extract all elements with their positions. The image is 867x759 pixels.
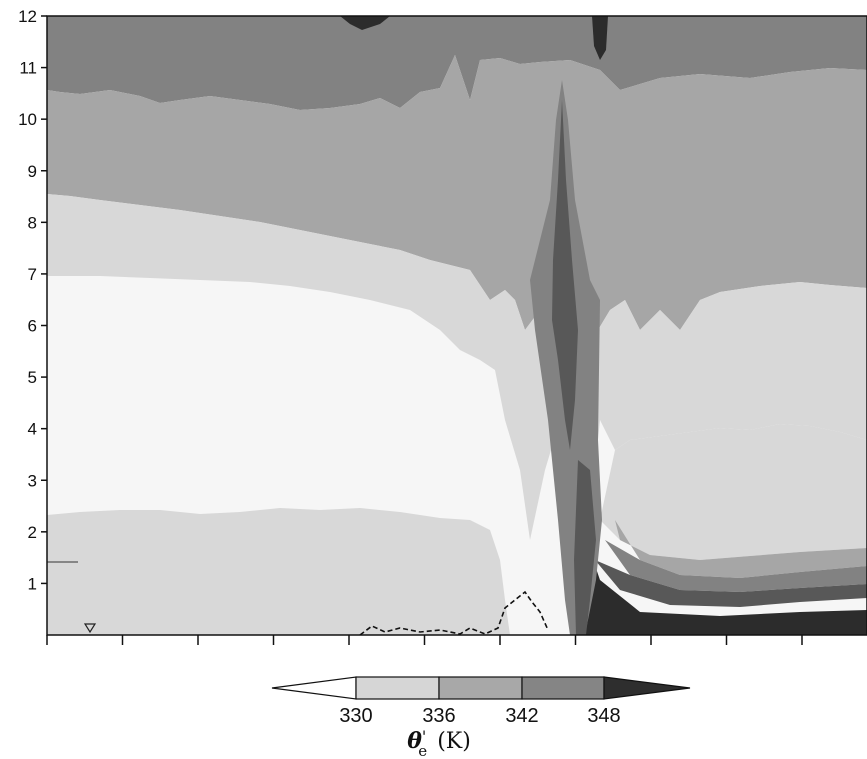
y-tick-label: 12 [18, 7, 37, 26]
colorbar-tick-label: 348 [587, 705, 620, 727]
shade-max-top-patch [340, 16, 390, 30]
contour-plot-area [46, 15, 867, 636]
y-tick-label: 8 [28, 213, 37, 232]
y-tick-label: 6 [28, 317, 37, 336]
convective-column-top [592, 16, 608, 60]
shade-330-336-lower-left [47, 508, 510, 635]
shade-342-348 [47, 55, 867, 330]
x-axis [46, 635, 803, 645]
shade-330-336-right [600, 424, 867, 560]
shade-above-348-right-low [595, 560, 867, 607]
colorbar-variable-label: θ' e (K) [407, 727, 471, 759]
shade-above-348 [47, 16, 867, 110]
colorbar-segment-above-348 [603, 676, 691, 700]
colorbar-segment-336-342 [438, 676, 523, 700]
shade-336-342 [47, 194, 867, 560]
y-tick-label: 1 [28, 574, 37, 593]
colorbar-segment-below-330 [271, 676, 357, 700]
shade-336-342-right-low [615, 520, 867, 578]
shade-max-right-low [580, 545, 867, 635]
colorbar: 330 336 342 348 θ' e (K) [271, 676, 691, 759]
convective-column-core [552, 100, 578, 450]
y-tick-label: 11 [19, 59, 37, 78]
y-tick-label: 7 [28, 265, 37, 284]
colorbar-segment-342-348 [521, 676, 605, 700]
y-tick-label: 9 [28, 162, 37, 181]
colorbar-tick-label: 336 [422, 705, 455, 727]
colorbar-tick-label: 342 [505, 705, 538, 727]
shade-342-348-right-low [605, 540, 867, 592]
small-contour-marker [83, 623, 97, 634]
y-tick-label: 5 [28, 368, 37, 387]
colorbar-segment-330-336 [355, 676, 440, 700]
dashed-contour-line [359, 590, 549, 635]
convective-column-base [574, 460, 596, 635]
y-tick-label: 3 [28, 471, 37, 490]
y-tick-label: 4 [28, 420, 37, 439]
colorbar-tick-label: 330 [339, 705, 372, 727]
y-tick-label: 2 [28, 523, 37, 542]
y-tick-label: 10 [18, 110, 37, 129]
